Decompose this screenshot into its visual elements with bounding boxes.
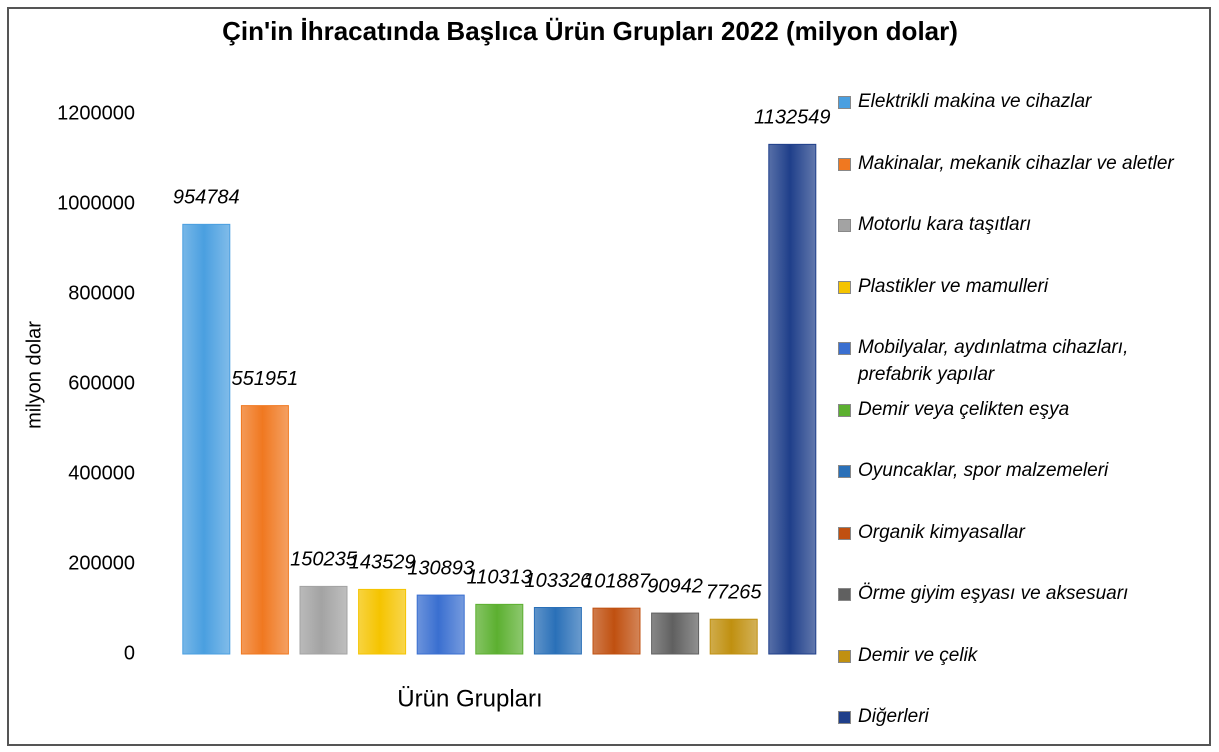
legend-label: Oyuncaklar, spor malzemeleri: [858, 460, 1109, 481]
legend-item: Örme giyim eşyası ve aksesuarı: [838, 580, 1188, 607]
data-label: 551951: [232, 368, 299, 390]
legend-label: Mobilyalar, aydınlatma cihazları, prefab…: [858, 337, 1129, 385]
legend-swatch: [838, 465, 851, 478]
legend-label: Elektrikli makina ve cihazlar: [858, 91, 1092, 112]
legend-label: Plastikler ve mamulleri: [858, 275, 1049, 297]
bar: [182, 223, 231, 655]
legend-label: Makinalar, mekanik cihazlar ve aletler: [858, 152, 1174, 174]
y-tick-label: 200000: [68, 552, 135, 574]
legend-swatch: [838, 219, 851, 232]
legend-item: Makinalar, mekanik cihazlar ve aletler: [838, 150, 1188, 177]
legend-label: Organik kimyasallar: [858, 521, 1025, 543]
y-tick-label: 0: [124, 642, 135, 664]
legend-label: Diğerleri: [858, 706, 929, 727]
chart-title: Çin'in İhracatında Başlıca Ürün Grupları…: [222, 16, 958, 46]
data-label: 77265: [706, 582, 762, 604]
data-label: 130893: [407, 557, 474, 579]
bar: [416, 594, 465, 655]
legend-swatch: [838, 342, 851, 355]
x-axis-title: Ürün Grupları: [397, 685, 542, 712]
bar: [533, 607, 582, 655]
legend-label: Demir ve çelik: [858, 644, 978, 666]
y-tick-label: 1200000: [57, 102, 135, 124]
bar: [592, 607, 641, 655]
legend-swatch: [838, 157, 851, 171]
legend-item: Mobilyalar, aydınlatma cihazları, prefab…: [838, 334, 1188, 388]
legend-item: Plastikler ve mamulleri: [838, 273, 1188, 300]
legend-swatch: [838, 280, 851, 294]
legend-label: Motorlu kara taşıtları: [858, 214, 1032, 235]
data-label: 110313: [467, 567, 532, 589]
legend-item: Oyuncaklar, spor malzemeleri: [838, 457, 1188, 484]
legend-label: Demir veya çelikten eşya: [858, 398, 1070, 420]
y-tick-label: 800000: [68, 282, 135, 304]
data-label: 1132549: [754, 107, 830, 129]
legend-item: Demir veya çelikten eşya: [838, 396, 1188, 423]
legend-swatch: [838, 526, 851, 540]
legend-item: Elektrikli makina ve cihazlar: [838, 88, 1188, 115]
bar: [475, 603, 524, 655]
bar: [709, 618, 758, 655]
legend-item: Demir ve çelik: [838, 642, 1188, 669]
bar: [358, 588, 407, 655]
data-label: 143529: [349, 552, 416, 574]
data-label: 150235: [290, 549, 358, 571]
y-tick-label: 400000: [68, 462, 135, 484]
y-tick-label: 600000: [68, 372, 135, 394]
bar: [768, 143, 817, 655]
data-label: 101887: [583, 570, 651, 592]
legend-swatch: [838, 403, 851, 417]
legend-swatch: [838, 711, 851, 724]
legend-label: Örme giyim eşyası ve aksesuarı: [858, 583, 1129, 604]
legend-item: Diğerleri: [838, 703, 1188, 730]
legend-swatch: [838, 588, 851, 601]
data-label: 90942: [647, 575, 703, 597]
data-label: 954784: [173, 187, 240, 209]
data-label: 103326: [525, 570, 593, 592]
legend-swatch: [838, 649, 851, 663]
bar: [299, 585, 348, 655]
y-tick-label: 1000000: [57, 192, 135, 214]
bar: [651, 612, 700, 655]
legend-swatch: [838, 96, 851, 109]
bar: [240, 405, 289, 655]
y-axis-title: milyon dolar: [23, 321, 45, 429]
legend-item: Motorlu kara taşıtları: [838, 211, 1188, 238]
legend-item: Organik kimyasallar: [838, 519, 1188, 546]
